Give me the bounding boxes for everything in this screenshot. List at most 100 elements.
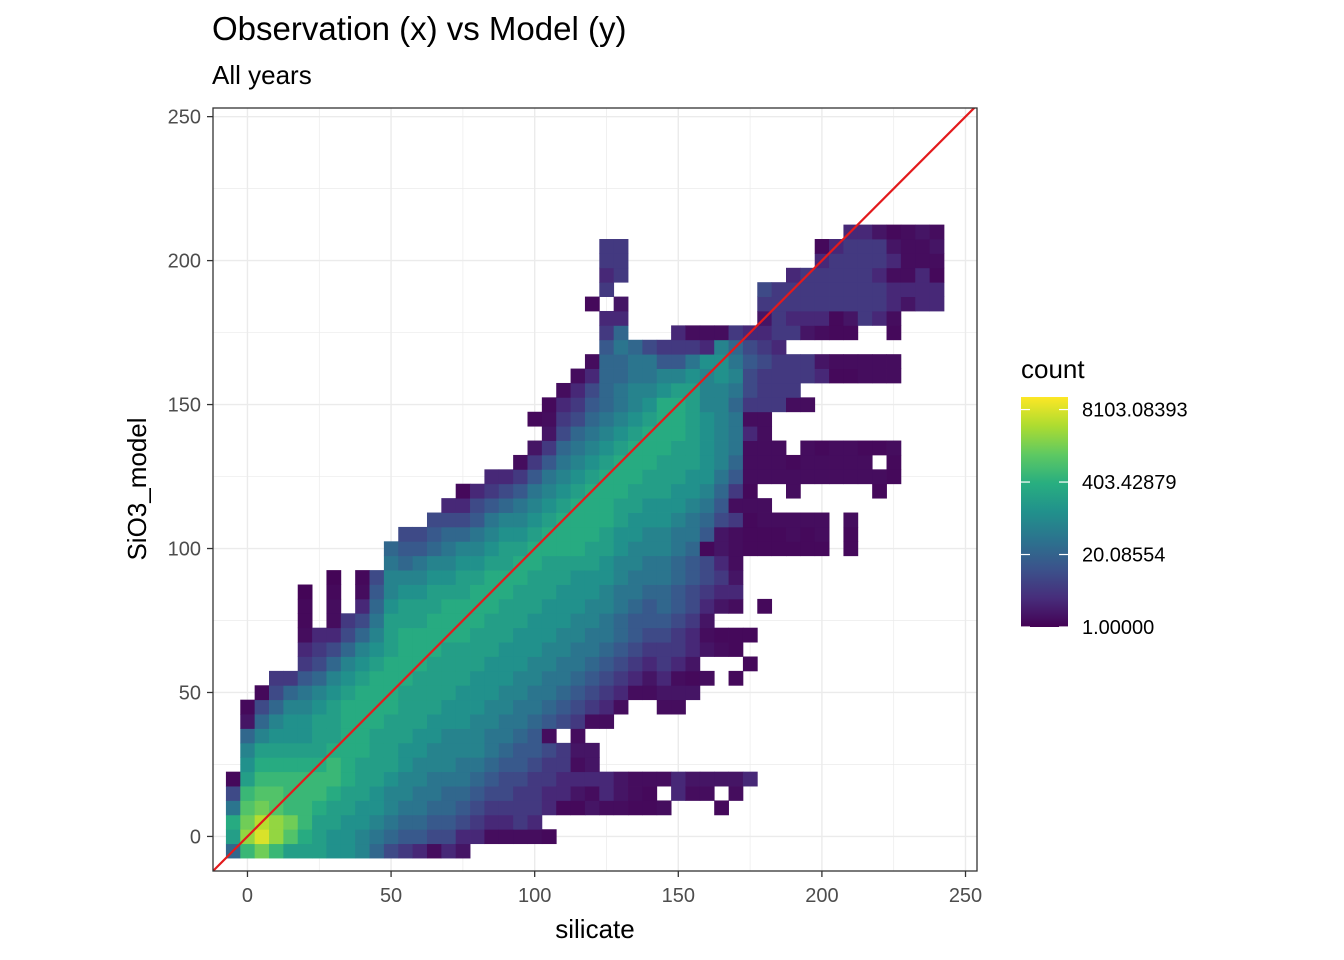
heatmap-tile	[628, 469, 643, 485]
heatmap-tile	[312, 814, 327, 830]
heatmap-tile	[656, 469, 672, 485]
heatmap-tile	[714, 368, 729, 384]
heatmap-tile	[426, 541, 442, 557]
heatmap-tile	[714, 642, 729, 657]
heatmap-tile	[757, 397, 773, 413]
heatmap-tile	[369, 728, 385, 744]
heatmap-tile	[398, 526, 414, 542]
heatmap-tile	[656, 498, 672, 513]
heatmap-tile	[656, 397, 672, 413]
heatmap-tile	[628, 685, 643, 701]
heatmap-tile	[628, 642, 643, 657]
heatmap-tile	[757, 382, 773, 398]
heatmap-tile	[240, 757, 256, 773]
heatmap-tile	[369, 598, 385, 614]
heatmap-tile	[742, 339, 758, 355]
heatmap-tile	[599, 512, 615, 528]
heatmap-tile	[527, 670, 543, 686]
heatmap-tile	[642, 584, 658, 600]
heatmap-tile	[441, 526, 457, 542]
heatmap-tile	[340, 757, 356, 773]
heatmap-tile	[498, 526, 514, 542]
heatmap-tile	[671, 368, 686, 384]
heatmap-tile	[412, 685, 428, 701]
heatmap-tile	[556, 411, 571, 427]
heatmap-tile	[757, 440, 773, 456]
heatmap-tile	[240, 742, 256, 758]
heatmap-tile	[599, 267, 615, 283]
heatmap-tile	[656, 771, 672, 787]
heatmap-tile	[269, 728, 284, 744]
heatmap-tile	[355, 728, 370, 744]
heatmap-tile	[383, 555, 399, 571]
heatmap-tile	[728, 526, 744, 542]
heatmap-tile	[742, 483, 758, 499]
heatmap-tile	[269, 742, 284, 758]
heatmap-tile	[800, 282, 816, 297]
heatmap-tile	[786, 397, 801, 413]
heatmap-tile	[872, 310, 887, 326]
heatmap-tile	[900, 224, 916, 240]
heatmap-tile	[369, 786, 385, 801]
heatmap-tile	[398, 598, 414, 614]
heatmap-tile	[398, 771, 414, 787]
heatmap-tile	[829, 354, 844, 369]
heatmap-tile	[872, 253, 887, 269]
heatmap-tile	[297, 613, 313, 629]
heatmap-tile	[699, 570, 715, 585]
heatmap-tile	[541, 454, 557, 470]
heatmap-tile	[814, 310, 830, 326]
heatmap-tile	[355, 613, 370, 629]
heatmap-tile	[757, 411, 773, 427]
heatmap-tile	[699, 498, 715, 513]
heatmap-tile	[527, 728, 543, 744]
heatmap-tile	[699, 613, 715, 629]
heatmap-tile	[886, 368, 902, 384]
heatmap-tile	[872, 224, 887, 240]
heatmap-tile	[786, 296, 801, 312]
heatmap-tile	[671, 454, 686, 470]
heatmap-tile	[613, 670, 629, 686]
chart-title: Observation (x) vs Model (y)	[212, 10, 626, 47]
heatmap-tile	[584, 397, 600, 413]
heatmap-tile	[599, 397, 615, 413]
heatmap-tile	[412, 670, 428, 686]
heatmap-tile	[484, 656, 500, 672]
heatmap-tile	[685, 598, 701, 614]
heatmap-tile	[398, 714, 414, 729]
heatmap-tile	[671, 627, 686, 643]
heatmap-tile	[412, 570, 428, 585]
heatmap-tile	[455, 541, 471, 557]
heatmap-tile	[714, 541, 729, 557]
heatmap-tile	[426, 613, 442, 629]
heatmap-tile	[527, 685, 543, 701]
heatmap-tile	[642, 800, 658, 816]
heatmap-tile	[714, 800, 729, 816]
heatmap-tile	[513, 829, 528, 845]
heatmap-tile	[671, 656, 686, 672]
heatmap-tile	[312, 843, 327, 859]
heatmap-tile	[699, 339, 715, 355]
heatmap-tile	[340, 714, 356, 729]
heatmap-tile	[829, 440, 844, 456]
heatmap-tile	[843, 541, 859, 557]
heatmap-tile	[843, 354, 859, 369]
heatmap-tile	[470, 584, 485, 600]
heatmap-tile	[225, 829, 241, 845]
heatmap-tile	[613, 541, 629, 557]
heatmap-tile	[584, 296, 600, 312]
heatmap-tile	[714, 526, 729, 542]
heatmap-tile	[800, 541, 816, 557]
heatmap-tile	[814, 296, 830, 312]
heatmap-tile	[671, 598, 686, 614]
heatmap-tile	[355, 670, 370, 686]
heatmap-tile	[613, 339, 629, 355]
heatmap-tile	[383, 843, 399, 859]
heatmap-tile	[843, 253, 859, 269]
heatmap-tile	[312, 670, 327, 686]
heatmap-tile	[599, 555, 615, 571]
heatmap-tile	[599, 526, 615, 542]
heatmap-tile	[642, 454, 658, 470]
heatmap-tile	[326, 627, 342, 643]
heatmap-tile	[613, 771, 629, 787]
